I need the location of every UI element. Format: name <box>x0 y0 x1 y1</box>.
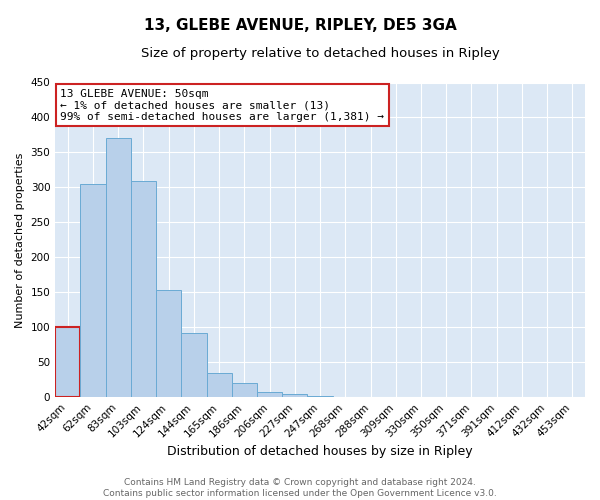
Bar <box>131 181 156 397</box>
Bar <box>181 333 206 397</box>
Bar <box>80 184 106 397</box>
Bar <box>232 383 257 397</box>
Bar <box>282 394 307 397</box>
Bar <box>206 374 232 397</box>
Bar <box>106 138 131 397</box>
Text: Contains HM Land Registry data © Crown copyright and database right 2024.
Contai: Contains HM Land Registry data © Crown c… <box>103 478 497 498</box>
Bar <box>307 396 332 397</box>
Title: Size of property relative to detached houses in Ripley: Size of property relative to detached ho… <box>141 48 499 60</box>
Bar <box>55 328 80 397</box>
Bar <box>560 396 585 397</box>
X-axis label: Distribution of detached houses by size in Ripley: Distribution of detached houses by size … <box>167 444 473 458</box>
Text: 13 GLEBE AVENUE: 50sqm
← 1% of detached houses are smaller (13)
99% of semi-deta: 13 GLEBE AVENUE: 50sqm ← 1% of detached … <box>61 89 385 122</box>
Bar <box>257 392 282 397</box>
Bar <box>332 396 358 397</box>
Text: 13, GLEBE AVENUE, RIPLEY, DE5 3GA: 13, GLEBE AVENUE, RIPLEY, DE5 3GA <box>143 18 457 32</box>
Bar <box>156 290 181 397</box>
Y-axis label: Number of detached properties: Number of detached properties <box>15 152 25 328</box>
